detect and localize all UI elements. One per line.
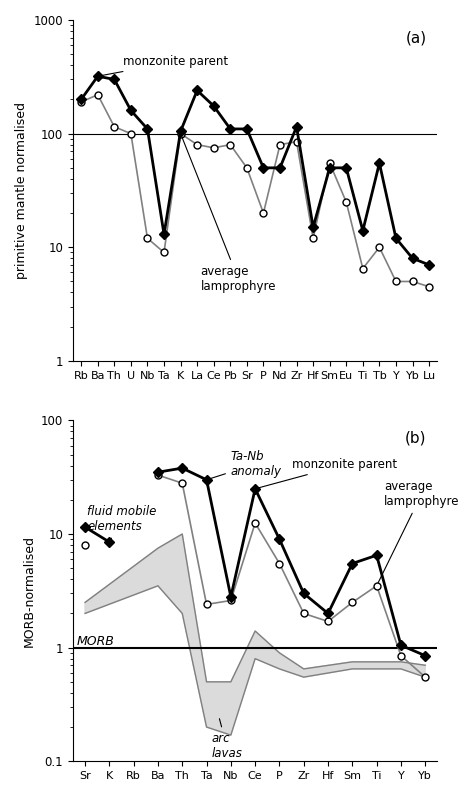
Text: MORB: MORB [76,634,114,648]
Y-axis label: MORB-normalised: MORB-normalised [22,535,36,647]
Polygon shape [85,534,425,735]
Text: arc
lavas: arc lavas [211,719,242,760]
Text: monzonite parent: monzonite parent [258,458,397,488]
Text: average
lamprophyre: average lamprophyre [182,136,276,293]
Text: (b): (b) [405,431,427,446]
Y-axis label: primitive mantle normalised: primitive mantle normalised [15,102,28,279]
Text: average
lamprophyre: average lamprophyre [378,480,459,583]
Text: monzonite parent: monzonite parent [100,55,228,76]
Text: Ta-Nb
anomaly: Ta-Nb anomaly [209,450,282,479]
Text: (a): (a) [405,30,427,45]
Text: fluid mobile
elements: fluid mobile elements [88,505,157,540]
